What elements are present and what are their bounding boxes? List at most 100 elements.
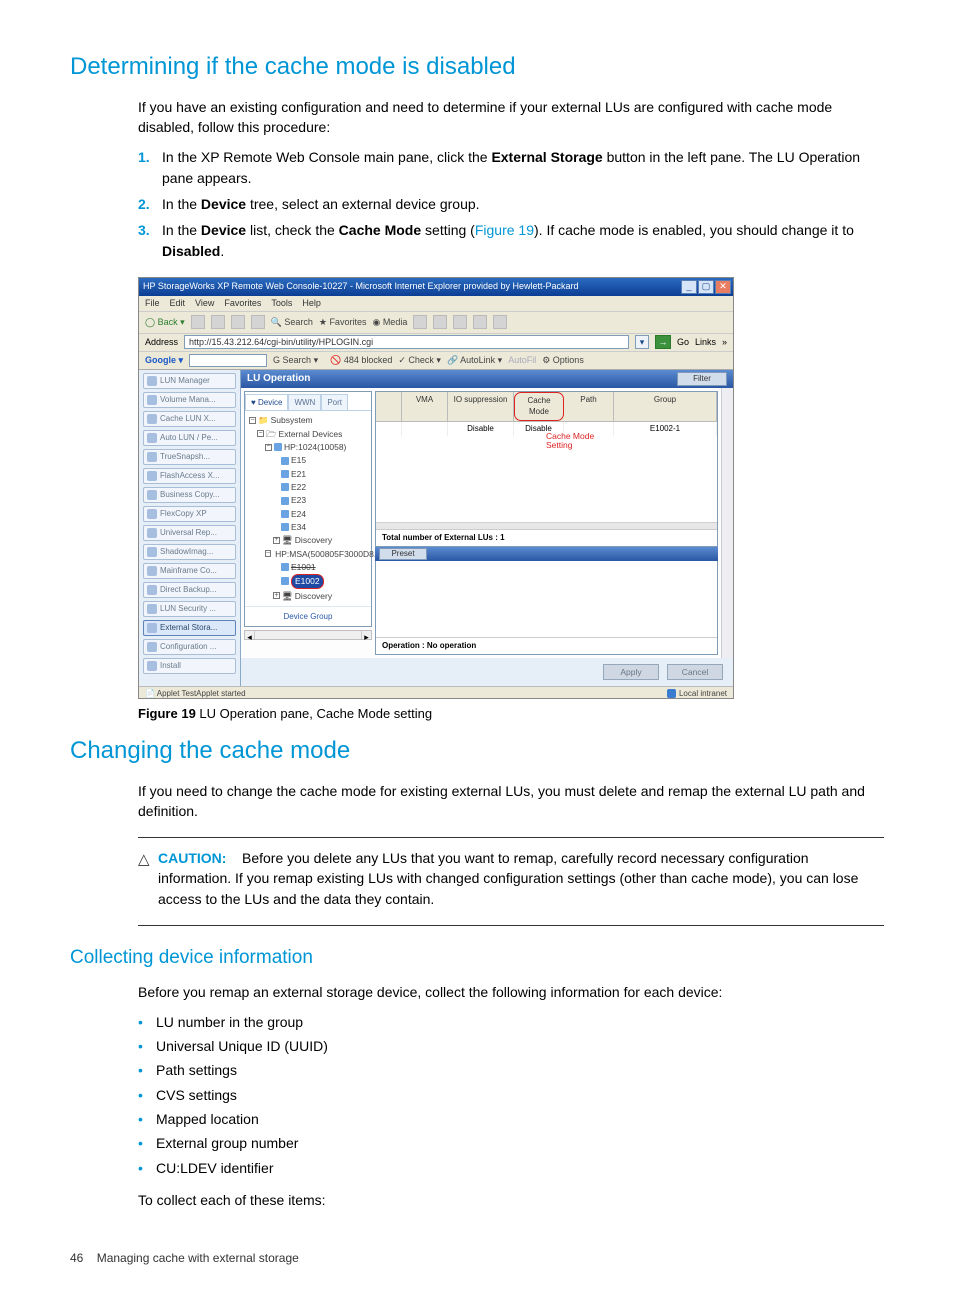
tree-e15[interactable]: E15: [247, 454, 369, 467]
left-nav: LUN Manager Volume Mana... Cache LUN X..…: [139, 370, 241, 686]
google-check[interactable]: ✓ Check ▾: [398, 354, 441, 367]
menu-tools[interactable]: Tools: [271, 297, 292, 310]
tree-e23[interactable]: E23: [247, 494, 369, 507]
tree-e21[interactable]: E21: [247, 468, 369, 481]
edit-icon[interactable]: [473, 315, 487, 329]
favorites-button[interactable]: ★ Favorites: [319, 316, 367, 329]
nav-truesnap[interactable]: TrueSnapsh...: [143, 449, 236, 465]
stop-icon[interactable]: [211, 315, 225, 329]
menu-help[interactable]: Help: [302, 297, 321, 310]
tree-e1002[interactable]: E1002: [247, 574, 369, 589]
tab-wwn[interactable]: WWN: [288, 394, 321, 411]
cache-mode-callout: Cache ModeSetting: [546, 432, 594, 451]
media-button[interactable]: ◉ Media: [372, 316, 407, 329]
history-icon[interactable]: [413, 315, 427, 329]
nav-shadowimage[interactable]: ShadowImag...: [143, 544, 236, 560]
vertical-scrollbar[interactable]: [721, 388, 733, 658]
menu-edit[interactable]: Edit: [170, 297, 186, 310]
shadow-icon: [147, 547, 157, 557]
google-label[interactable]: Google ▾: [145, 354, 183, 367]
google-options[interactable]: ⚙ Options: [542, 354, 584, 367]
heading-collecting: Collecting device information: [70, 944, 884, 972]
col-cache-mode[interactable]: Cache Mode: [514, 392, 564, 421]
address-input[interactable]: http://15.43.212.64/cgi-bin/utility/HPLO…: [184, 335, 629, 349]
google-popup-blocked[interactable]: 🚫 484 blocked: [330, 354, 392, 367]
nav-lun-manager[interactable]: LUN Manager: [143, 373, 236, 389]
nav-cache-lun[interactable]: Cache LUN X...: [143, 411, 236, 427]
zone-icon: [667, 689, 676, 698]
step-1: In the XP Remote Web Console main pane, …: [162, 147, 884, 188]
tree-footer-label: Device Group: [245, 606, 371, 625]
apply-button[interactable]: Apply: [603, 664, 659, 680]
tree-discovery-2[interactable]: +🖥 Discovery: [247, 590, 369, 603]
menu-view[interactable]: View: [195, 297, 214, 310]
col-group[interactable]: Group: [614, 392, 717, 421]
google-search-input[interactable]: [189, 354, 267, 367]
links-expand-icon[interactable]: »: [722, 336, 727, 349]
col-io-suppression[interactable]: IO suppression: [448, 392, 514, 421]
tree-discovery-1[interactable]: +🖥 Discovery: [247, 534, 369, 547]
device-tree-pane: ♥ Device WWN Port −📁 Subsystem −🗁 Extern…: [244, 391, 372, 628]
disk-icon: [281, 510, 289, 518]
tree-e22[interactable]: E22: [247, 481, 369, 494]
go-button[interactable]: →: [655, 335, 671, 349]
links-label[interactable]: Links: [695, 336, 716, 349]
close-icon[interactable]: ✕: [715, 280, 731, 294]
maximize-icon[interactable]: ▢: [698, 280, 714, 294]
tree-e1001[interactable]: E1001: [247, 561, 369, 574]
filter-button[interactable]: Filter: [677, 372, 727, 386]
menu-favorites[interactable]: Favorites: [224, 297, 261, 310]
scroll-right-icon[interactable]: ▸: [361, 631, 371, 639]
nav-configuration[interactable]: Configuration ...: [143, 639, 236, 655]
google-autofil[interactable]: AutoFil: [508, 354, 536, 367]
cancel-button[interactable]: Cancel: [667, 664, 723, 680]
nav-lun-security[interactable]: LUN Security ...: [143, 601, 236, 617]
google-toolbar: Google ▾ G Search ▾ 🚫 484 blocked ✓ Chec…: [139, 352, 733, 370]
google-autolink[interactable]: 🔗 AutoLink ▾: [447, 354, 502, 367]
menu-file[interactable]: File: [145, 297, 160, 310]
tree-subsystem[interactable]: −📁 Subsystem: [247, 414, 369, 427]
refresh-icon[interactable]: [231, 315, 245, 329]
nav-flashaccess[interactable]: FlashAccess X...: [143, 468, 236, 484]
nav-business-copy[interactable]: Business Copy...: [143, 487, 236, 503]
google-search-btn[interactable]: G Search ▾: [273, 354, 318, 367]
tree-device-hp1024[interactable]: − HP:1024(10058): [247, 441, 369, 454]
nav-direct-backup[interactable]: Direct Backup...: [143, 582, 236, 598]
figure-19-link[interactable]: Figure 19: [475, 222, 534, 238]
forward-icon[interactable]: [191, 315, 205, 329]
col-vma[interactable]: VMA: [402, 392, 448, 421]
discuss-icon[interactable]: [493, 315, 507, 329]
page-number: 46: [70, 1251, 83, 1265]
nav-auto-lun[interactable]: Auto LUN / Pe...: [143, 430, 236, 446]
print-icon[interactable]: [453, 315, 467, 329]
tree-device-hpmsa[interactable]: − HP:MSA(500805F3000D8...: [247, 548, 369, 561]
window-titlebar: HP StorageWorks XP Remote Web Console-10…: [139, 278, 733, 296]
nav-mainframe[interactable]: Mainframe Co...: [143, 563, 236, 579]
tree-external-devices[interactable]: −🗁 External Devices: [247, 428, 369, 441]
lock-icon: [147, 604, 157, 614]
tab-device[interactable]: ♥ Device: [245, 394, 288, 411]
home-icon[interactable]: [251, 315, 265, 329]
back-button[interactable]: ◯ Back ▾: [145, 316, 185, 329]
address-dropdown-icon[interactable]: ▾: [635, 335, 649, 349]
search-button[interactable]: 🔍 Search: [271, 316, 313, 329]
lu-operation-title: LU Operation: [247, 372, 310, 387]
nav-flexcopy[interactable]: FlexCopy XP: [143, 506, 236, 522]
scroll-left-icon[interactable]: ◂: [245, 631, 255, 639]
minimize-icon[interactable]: _: [681, 280, 697, 294]
nav-install[interactable]: Install: [143, 658, 236, 674]
address-bar: Address http://15.43.212.64/cgi-bin/util…: [139, 334, 733, 352]
nav-external-storage[interactable]: External Stora...: [143, 620, 236, 636]
preset-button[interactable]: Preset: [379, 548, 427, 560]
mail-icon[interactable]: [433, 315, 447, 329]
col-path[interactable]: Path: [564, 392, 614, 421]
nav-universal-rep[interactable]: Universal Rep...: [143, 525, 236, 541]
figure-caption: Figure 19 LU Operation pane, Cache Mode …: [138, 705, 884, 724]
heading-cache-disabled: Determining if the cache mode is disable…: [70, 50, 884, 85]
tree-e34[interactable]: E34: [247, 521, 369, 534]
security-zone: Local intranet: [667, 688, 727, 699]
tree-e24[interactable]: E24: [247, 508, 369, 521]
nav-volume-manager[interactable]: Volume Mana...: [143, 392, 236, 408]
tab-port[interactable]: Port: [321, 394, 348, 411]
footer-text: Managing cache with external storage: [97, 1251, 299, 1265]
